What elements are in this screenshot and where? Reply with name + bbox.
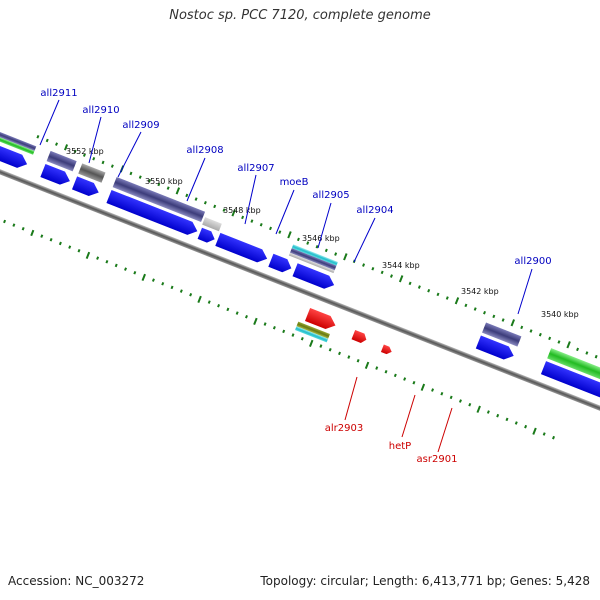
map-title: Nostoc sp. PCC 7120, complete genome bbox=[169, 8, 431, 23]
gene-label-asr2901: asr2901 bbox=[417, 454, 458, 465]
accession-text: Accession: NC_003272 bbox=[8, 574, 145, 588]
gene-label-moeB: moeB bbox=[280, 177, 309, 188]
cds-all2908 bbox=[106, 189, 198, 235]
bottom-label-leaders bbox=[344, 376, 453, 453]
cog-bar-green-right bbox=[547, 348, 600, 384]
cds-moeB bbox=[268, 253, 292, 273]
cds-alr2903 bbox=[304, 307, 336, 330]
cog-bar-all2911 bbox=[0, 126, 37, 152]
cog-bar-alr2903-olive bbox=[296, 321, 330, 339]
bottom-gene-labels: alr2903 hetP asr2901 bbox=[325, 423, 458, 465]
cog-bar-all2904-purple bbox=[289, 248, 337, 271]
gene-label-hetP: hetP bbox=[389, 441, 411, 452]
gene-label-all2908: all2908 bbox=[186, 145, 223, 156]
gene-label-all2910: all2910 bbox=[82, 105, 119, 116]
reverse-cds-ring bbox=[304, 307, 392, 355]
scale-label: 3540 kbp bbox=[541, 310, 579, 319]
cog-bar-all2900 bbox=[482, 322, 522, 347]
cds-small-a bbox=[197, 227, 215, 243]
scale-label: 3550 kbp bbox=[145, 177, 183, 186]
gene-label-alr2903: alr2903 bbox=[325, 423, 363, 434]
cog-bar-all2909 bbox=[78, 163, 106, 183]
genome-backbone bbox=[0, 133, 600, 447]
top-label-leaders bbox=[39, 99, 533, 315]
cog-feature-ring bbox=[0, 126, 600, 384]
cds-right bbox=[540, 361, 600, 402]
genome-summary-text: Topology: circular; Length: 6,413,771 bp… bbox=[260, 574, 590, 588]
cds-all2907 bbox=[215, 232, 268, 263]
forward-cds-ring bbox=[0, 135, 600, 402]
scale-label: 3548 kbp bbox=[223, 206, 261, 215]
lower-tick-ring bbox=[3, 219, 555, 440]
gene-label-all2900: all2900 bbox=[514, 256, 551, 267]
gene-label-all2909: all2909 bbox=[122, 120, 159, 131]
gene-label-all2911: all2911 bbox=[40, 88, 77, 99]
cog-bar-all2904-gray bbox=[288, 252, 335, 274]
cog-bar-all2907 bbox=[202, 217, 222, 232]
cds-all2900 bbox=[475, 335, 514, 360]
top-gene-labels: all2911 all2910 all2909 all2908 all2907 … bbox=[40, 88, 551, 267]
cog-bar-all2904-cyan bbox=[291, 244, 338, 266]
gene-label-all2907: all2907 bbox=[237, 163, 274, 174]
reverse-cog-ring bbox=[295, 321, 330, 343]
scale-label: 3542 kbp bbox=[461, 287, 499, 296]
cds-asr2901 bbox=[380, 344, 392, 355]
cds-all2910 bbox=[40, 163, 70, 185]
cog-bar-all2910 bbox=[46, 150, 77, 172]
cog-bar-all2911-green bbox=[0, 131, 35, 155]
cog-bar-all2908 bbox=[112, 176, 206, 222]
scale-label: 3544 kbp bbox=[382, 261, 420, 270]
gene-label-all2905: all2905 bbox=[312, 190, 349, 201]
cds-hetP bbox=[351, 330, 367, 343]
genome-track-group bbox=[0, 126, 600, 447]
scale-label: 3552 kbp bbox=[66, 147, 104, 156]
gene-label-all2904: all2904 bbox=[356, 205, 393, 216]
cds-all2911 bbox=[0, 135, 28, 168]
cds-all2909 bbox=[71, 176, 99, 197]
cog-bar-alr2903-cyan bbox=[295, 326, 329, 343]
cds-all2905 bbox=[292, 263, 335, 289]
